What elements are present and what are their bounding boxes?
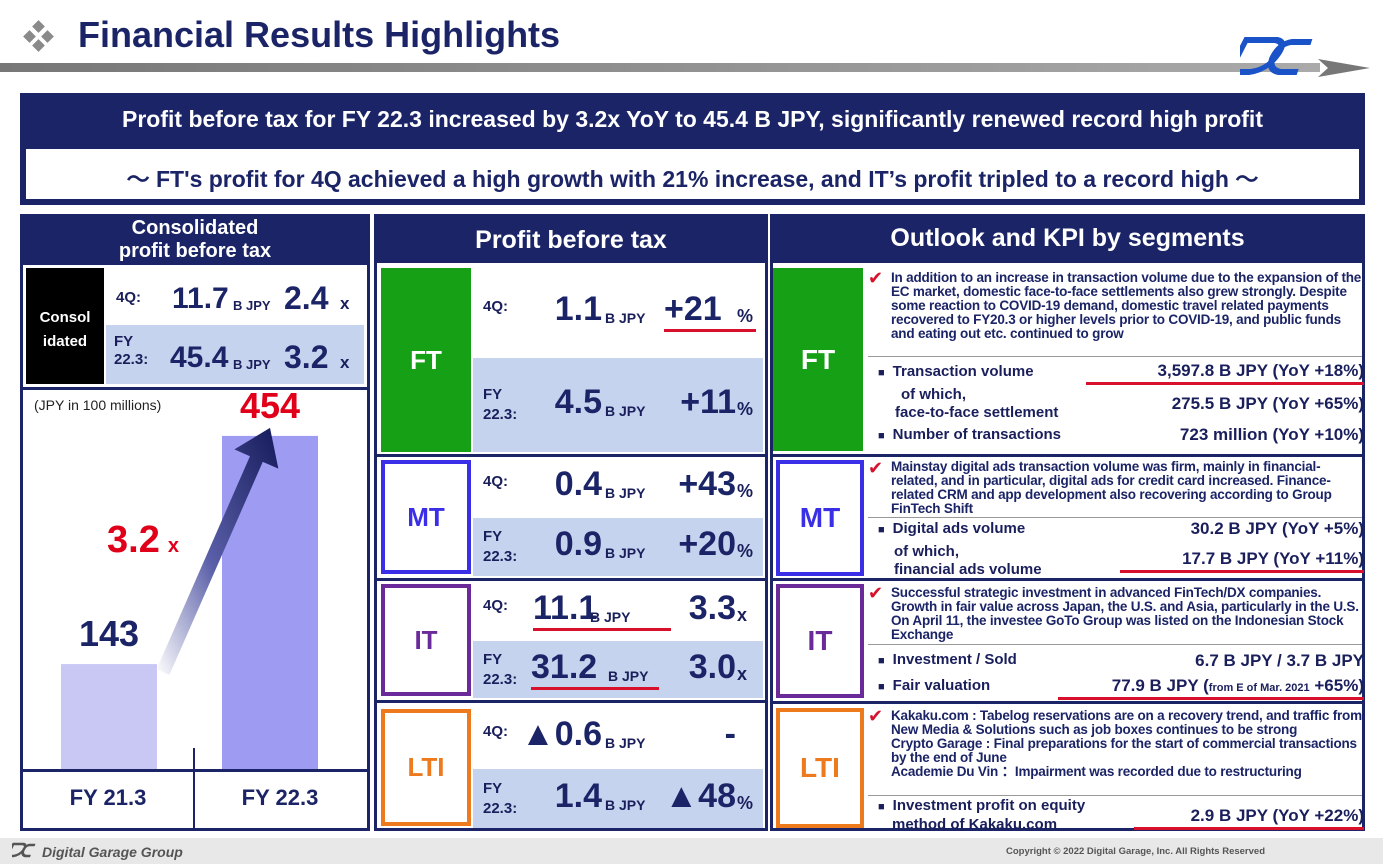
consolidated-fy-row: FY 22.3: 45.4 B JPY 3.2 x <box>106 325 364 384</box>
profit-it-q4-value: 11.1 <box>533 589 671 631</box>
ft-kpi-transaction-volume-value: 3,597.8 B JPY (YoY +18%) <box>1086 361 1364 385</box>
ft-kpi-transaction-volume-label: Transaction volume <box>878 363 1034 380</box>
consolidated-divider <box>23 387 367 390</box>
consolidated-q4-value: 11.7 <box>172 282 229 315</box>
profit-lti-q4-row <box>473 707 763 767</box>
header-diamond-icon <box>22 20 56 54</box>
chart-value-label-1: 143 <box>79 613 139 654</box>
outlook-it-desc: Successful strategic investment in advan… <box>891 585 1359 642</box>
header-rule <box>0 63 1320 72</box>
lti-kpi-equity-label: Investment profit on equity method of Ka… <box>878 797 1085 834</box>
ft-kpi-transactions-label: Number of transactions <box>878 426 1061 443</box>
growth-arrow-icon <box>156 427 279 675</box>
profit-it-fy-value: 31.2 <box>531 648 659 690</box>
outlook-mt-desc: Mainstay digital ads transaction volume … <box>891 459 1332 516</box>
chart-category-label-1: FY 21.3 <box>69 785 147 810</box>
footer-logo-icon <box>5 842 36 863</box>
headline-text: Profit before tax for FY 22.3 increased … <box>122 106 1263 132</box>
outlook-ft-badge: FT <box>773 268 863 451</box>
outlook-title: Outlook and KPI by segments <box>773 217 1362 263</box>
it-kpi-investment-label: Investment / Sold <box>878 651 1017 668</box>
dg-logo-icon <box>1225 34 1320 83</box>
ft-kpi-face-to-face-label: of which, face-to-face settlement <box>895 386 1059 421</box>
mt-kpi-digital-ads-value: 30.2 B JPY (YoY +5%) <box>1190 519 1364 538</box>
profit-title: Profit before tax <box>377 217 765 263</box>
chart-bar-2 <box>222 435 318 769</box>
chart-unit-note: (JPY in 100 millions) <box>34 397 162 413</box>
consolidated-q4-row: 4Q: 11.7 B JPY 2.4 x <box>106 268 364 324</box>
outlook-lti-badge <box>776 708 864 828</box>
check-icon: ✔ <box>868 268 884 288</box>
bar-chart: 143 454 3.2 x <box>61 390 318 769</box>
mt-kpi-financial-ads-label: of which, financial ads volume <box>894 543 1042 578</box>
subline-text: ～ FT's profit for 4Q achieved a high gro… <box>126 166 1259 192</box>
it-kpi-fair-valuation-value: 77.9 B JPY (from E of Mar. 2021 +65%) <box>1058 676 1364 700</box>
profit-ft-q4-row <box>473 268 763 356</box>
profit-mt-q4-value: 0.4 <box>554 465 602 503</box>
profit-ft-q4-growth: +21 <box>664 290 756 332</box>
profit-lti-q4-growth: - <box>724 715 736 753</box>
consolidated-title: Consolidated profit before tax <box>23 217 367 265</box>
profit-lti-q4-value: ▲0.6 <box>521 715 602 753</box>
outlook-lti-desc: Kakaku.com : Tabelog reservations are on… <box>891 708 1362 779</box>
outlook-ft-desc: In addition to an increase in transactio… <box>891 270 1362 341</box>
footer-bar <box>0 838 1383 864</box>
profit-it-fy-growth: 3.0 <box>688 647 736 686</box>
it-kpi-investment-value: 6.7 B JPY / 3.7 B JPY <box>1195 651 1364 670</box>
profit-mt-fy-value: 0.9 <box>554 525 602 563</box>
outlook-it-badge <box>776 584 864 698</box>
profit-mt-fy-row <box>473 518 763 576</box>
ft-kpi-face-to-face-value: 275.5 B JPY (YoY +65%) <box>1171 394 1364 413</box>
check-icon: ✔ <box>868 706 884 726</box>
chart-axis-line <box>23 769 367 772</box>
it-kpi-fair-valuation-label: Fair valuation <box>878 677 991 694</box>
profit-ft-fy-row <box>473 358 763 452</box>
chart-category-divider <box>193 748 195 828</box>
profit-ft-badge: FT <box>381 268 471 452</box>
check-icon: ✔ <box>868 458 884 478</box>
profit-it-badge: IT <box>381 584 471 696</box>
chart-category-label-2: FY 22.3 <box>241 785 319 810</box>
page-title: Financial Results Highlights <box>78 14 561 55</box>
mt-kpi-digital-ads-label: Digital ads volume <box>878 520 1026 537</box>
profit-ft-q4-value: 1.1 <box>554 290 602 328</box>
profit-mt-fy-growth: +20 <box>678 525 736 563</box>
subline-box <box>26 149 1359 199</box>
check-icon: ✔ <box>868 583 884 603</box>
profit-mt-badge: MT <box>381 460 471 574</box>
profit-it-q4-growth: 3.3 <box>688 588 736 627</box>
ft-kpi-transactions-value: 723 million (YoY +10%) <box>1179 425 1364 444</box>
chart-growth-label: 3.2 x <box>107 519 179 561</box>
chart-bar-1 <box>61 664 157 769</box>
header-arrow-icon <box>1318 56 1370 85</box>
profit-lti-fy-growth: ▲48 <box>664 776 736 815</box>
consolidated-label: Consol idated <box>26 268 104 384</box>
outlook-panel <box>770 214 1365 831</box>
profit-mt-q4-growth: +43 <box>678 465 736 503</box>
outlook-mt-badge <box>776 460 864 576</box>
mt-kpi-financial-ads-value: 17.7 B JPY (YoY +11%) <box>1120 549 1364 573</box>
profit-lti-fy-value: 1.4 <box>554 776 602 815</box>
lti-kpi-equity-value: 2.9 B JPY (YoY +22%) <box>1134 806 1364 830</box>
consolidated-fy-value: 45.4 <box>170 341 229 374</box>
profit-ft-fy-value: 4.5 <box>554 383 602 421</box>
profit-lti-fy-row <box>473 769 763 828</box>
profit-mt-q4-row <box>473 458 763 516</box>
profit-lti-badge: LTI <box>381 709 471 826</box>
footer-company: Digital Garage Group <box>42 844 183 860</box>
profit-ft-fy-growth: +11 <box>680 383 736 421</box>
chart-value-label-2: 454 <box>240 390 300 426</box>
footer-copyright: Copyright © 2022 Digital Garage, Inc. Al… <box>1006 846 1265 857</box>
